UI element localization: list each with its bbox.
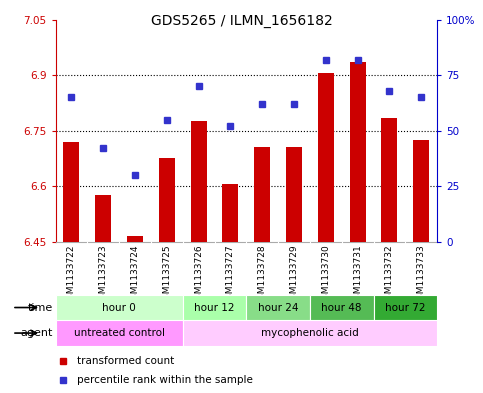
Bar	[286, 147, 302, 242]
Text: percentile rank within the sample: percentile rank within the sample	[76, 375, 253, 386]
Text: agent: agent	[21, 328, 53, 338]
Bar	[373, 295, 437, 320]
Text: GSM1133733: GSM1133733	[417, 244, 426, 305]
Bar	[223, 184, 239, 242]
Bar	[413, 140, 429, 242]
Text: GSM1133722: GSM1133722	[67, 244, 76, 305]
Text: hour 12: hour 12	[194, 303, 235, 312]
Bar	[95, 195, 111, 242]
Text: transformed count: transformed count	[76, 356, 174, 366]
Text: GSM1133723: GSM1133723	[99, 244, 108, 305]
Bar	[310, 295, 373, 320]
Text: GSM1133731: GSM1133731	[353, 244, 362, 305]
Text: hour 72: hour 72	[385, 303, 426, 312]
Bar	[56, 295, 183, 320]
Bar	[254, 147, 270, 242]
Text: GSM1133729: GSM1133729	[289, 244, 298, 305]
Bar	[63, 142, 79, 242]
Text: GSM1133730: GSM1133730	[321, 244, 330, 305]
Bar	[127, 236, 143, 242]
Text: hour 48: hour 48	[322, 303, 362, 312]
Bar	[350, 62, 366, 242]
Text: GSM1133727: GSM1133727	[226, 244, 235, 305]
Bar	[318, 73, 334, 242]
Bar	[183, 295, 246, 320]
Text: GSM1133732: GSM1133732	[385, 244, 394, 305]
Text: time: time	[28, 303, 53, 312]
Bar	[183, 320, 437, 346]
Text: hour 24: hour 24	[258, 303, 298, 312]
Text: GSM1133724: GSM1133724	[130, 244, 140, 305]
Bar	[246, 295, 310, 320]
Bar	[191, 121, 207, 242]
Bar	[382, 118, 398, 242]
Text: GSM1133725: GSM1133725	[162, 244, 171, 305]
Text: GDS5265 / ILMN_1656182: GDS5265 / ILMN_1656182	[151, 14, 332, 28]
Bar	[159, 158, 175, 242]
Text: untreated control: untreated control	[73, 328, 165, 338]
Text: GSM1133726: GSM1133726	[194, 244, 203, 305]
Bar	[56, 320, 183, 346]
Text: hour 0: hour 0	[102, 303, 136, 312]
Text: mycophenolic acid: mycophenolic acid	[261, 328, 359, 338]
Text: GSM1133728: GSM1133728	[258, 244, 267, 305]
